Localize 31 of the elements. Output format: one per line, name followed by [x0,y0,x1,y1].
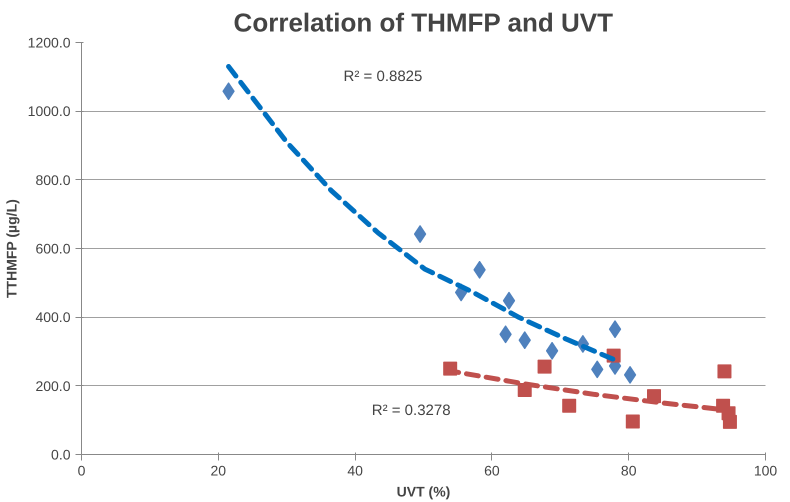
point [626,414,640,429]
y-tick-label: 800.0 [35,172,71,188]
x-tick-label: 20 [210,462,226,478]
point [546,342,558,360]
point [624,366,636,384]
x-tick-label: 100 [754,462,778,478]
annotation: R² = 0.3278 [372,402,451,419]
y-tick-label: 600.0 [35,240,71,256]
point [722,414,737,429]
point [608,320,622,338]
point [562,398,576,413]
point [502,292,516,310]
x-tick-label: 40 [347,462,364,478]
y-tick-label: 0.0 [51,446,71,462]
annotation: R² = 0.8825 [344,68,422,86]
point [222,82,235,100]
chart-title: Correlation of THMFP and UVT [234,8,614,38]
x-tick-label: 80 [620,462,637,478]
y-tick-label: 1200.0 [28,34,71,50]
point [499,325,512,344]
point [717,364,732,378]
point [473,260,486,279]
y-tick-label: 1000.0 [28,103,71,120]
x-axis-title: UVT (%) [396,484,450,500]
y-tick-label: 400.0 [35,309,71,326]
point [538,360,552,374]
y-tick-label: 200.0 [35,378,71,394]
y-axis-title: TTHMFP (µg/L) [4,199,20,298]
x-tick-label: 60 [484,462,500,478]
point [414,225,426,244]
x-tick-label: 0 [78,462,86,478]
